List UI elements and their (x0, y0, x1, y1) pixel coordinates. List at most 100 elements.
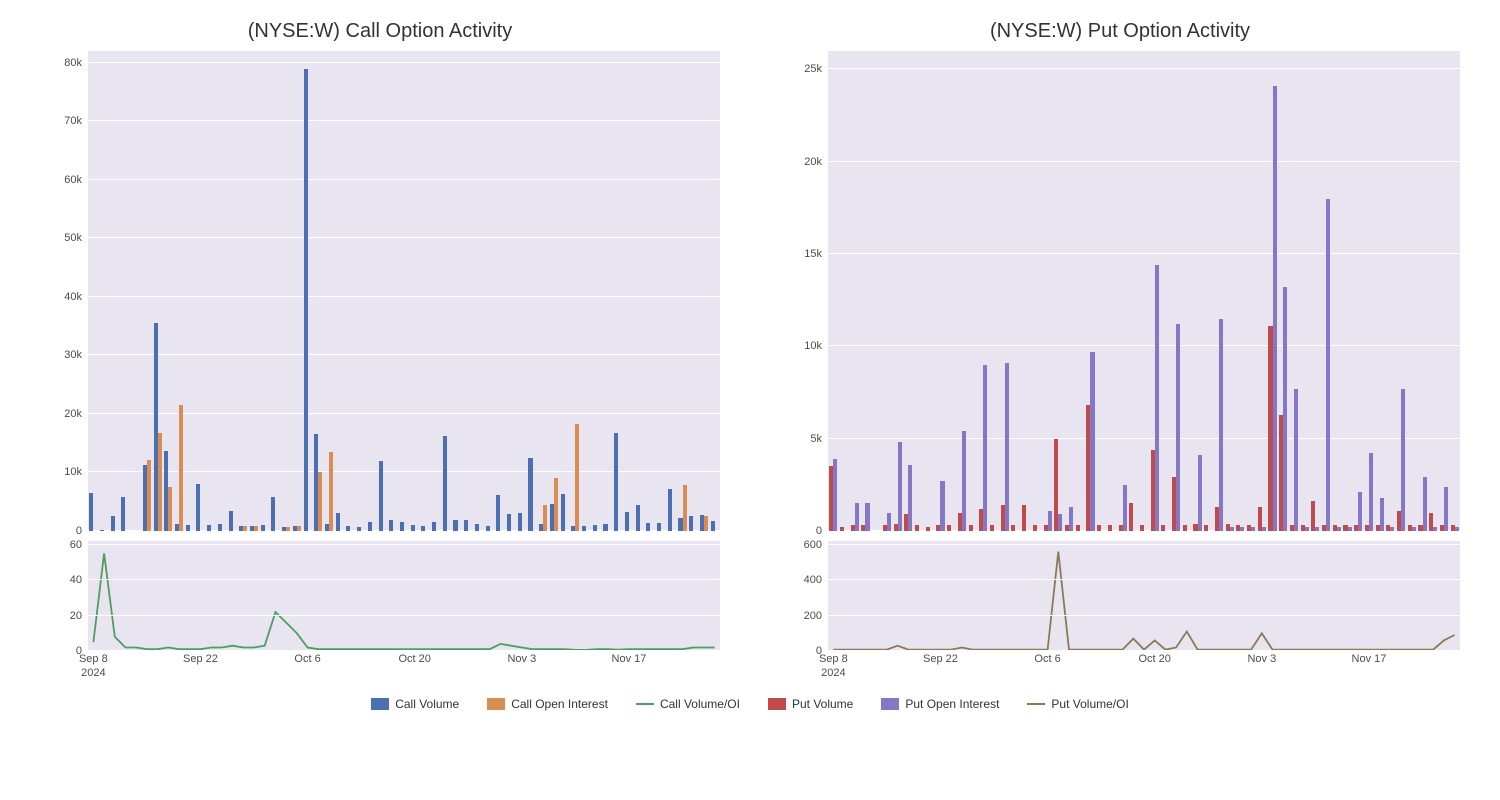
ytick-label: 600 (804, 539, 822, 551)
bar (1305, 527, 1309, 531)
left-panel: (NYSE:W) Call Option Activity 010k20k30k… (40, 20, 720, 689)
bar (683, 485, 687, 531)
bar (518, 513, 522, 531)
xtick-label: Oct 20 (1139, 653, 1171, 665)
bar (1412, 527, 1416, 531)
bar (1090, 352, 1094, 531)
bar (1058, 514, 1062, 531)
legend-label: Put Volume/OI (1051, 697, 1128, 711)
bar (1048, 511, 1052, 531)
bar (507, 514, 511, 531)
bar (1140, 525, 1144, 531)
bar (962, 431, 966, 531)
bar (1240, 527, 1244, 531)
bar (657, 523, 661, 531)
legend-label: Call Volume (395, 697, 459, 711)
right-line-chart: 0200400600 (828, 541, 1460, 651)
bar (1283, 287, 1287, 531)
left-bar-chart: 010k20k30k40k50k60k70k80k (88, 51, 720, 531)
ytick-label: 20 (70, 610, 82, 622)
bar (100, 530, 104, 531)
bar (1348, 527, 1352, 531)
ytick-label: 50k (64, 232, 82, 244)
left-line-chart: 0204060 (88, 541, 720, 651)
bar (254, 526, 258, 531)
bar (318, 472, 322, 531)
bar (89, 493, 93, 531)
bar (983, 365, 987, 531)
ytick-label: 10k (804, 340, 822, 352)
bar (1108, 525, 1112, 531)
right-panel: (NYSE:W) Put Option Activity 05k10k15k20… (780, 20, 1460, 689)
bar (379, 461, 383, 531)
bar (1262, 527, 1266, 531)
bar (1380, 498, 1384, 531)
figure: (NYSE:W) Call Option Activity 010k20k30k… (10, 20, 1490, 711)
bar (855, 503, 859, 531)
xtick-label: Oct 6 (294, 653, 320, 665)
bar (1230, 527, 1234, 531)
bar (1358, 492, 1362, 531)
bar (1155, 265, 1159, 531)
bar (898, 442, 902, 531)
ytick-label: 25k (804, 63, 822, 75)
ytick-label: 0 (76, 525, 82, 537)
legend-swatch (487, 698, 505, 710)
bar (582, 526, 586, 531)
bar (711, 521, 715, 531)
ytick-label: 40k (64, 291, 82, 303)
xtick-label: Nov 3 (507, 653, 536, 665)
bar (593, 525, 597, 531)
bar (389, 520, 393, 531)
bar (179, 405, 183, 531)
left-title: (NYSE:W) Call Option Activity (40, 20, 720, 43)
bar (840, 527, 844, 531)
left-xaxis: Sep 82024Sep 22Oct 6Oct 20Nov 3Nov 17 (88, 651, 720, 689)
ytick-label: 5k (810, 433, 822, 445)
legend-label: Put Open Interest (905, 697, 999, 711)
bar (561, 494, 565, 531)
legend-label: Put Volume (792, 697, 853, 711)
bar (1076, 525, 1080, 531)
bar (1326, 199, 1330, 531)
bar (286, 527, 290, 531)
bar (865, 503, 869, 531)
bar (543, 505, 547, 531)
legend-label: Call Open Interest (511, 697, 608, 711)
bar (271, 497, 275, 531)
bar (329, 452, 333, 531)
bar (1455, 527, 1459, 531)
xtick-label: Nov 17 (612, 653, 647, 665)
xtick-label: Oct 20 (399, 653, 431, 665)
bar (121, 497, 125, 531)
ytick-label: 200 (804, 610, 822, 622)
ytick-label: 40 (70, 574, 82, 586)
xtick-label: Sep 22 (183, 653, 218, 665)
bar (168, 487, 172, 531)
legend-swatch (881, 698, 899, 710)
bar (1369, 453, 1373, 531)
ytick-label: 20k (804, 156, 822, 168)
ytick-label: 80k (64, 57, 82, 69)
bar (1433, 527, 1437, 531)
bar (243, 526, 247, 531)
xtick-sublabel: 2024 (821, 667, 845, 679)
bar (261, 525, 265, 531)
ratio-line (833, 552, 1454, 650)
bar (1123, 485, 1127, 531)
bar (1337, 527, 1341, 531)
bar (297, 526, 301, 531)
bar (336, 513, 340, 531)
bar (1423, 477, 1427, 531)
bar (969, 525, 973, 531)
bar (304, 69, 308, 531)
bar (833, 459, 837, 531)
bar (1183, 525, 1187, 531)
bar (908, 465, 912, 531)
bar (432, 522, 436, 531)
xtick-label: Sep 8 (819, 653, 848, 665)
xtick-label: Nov 3 (1247, 653, 1276, 665)
ytick-label: 70k (64, 115, 82, 127)
legend-item: Call Open Interest (487, 697, 608, 711)
bar (158, 433, 162, 531)
